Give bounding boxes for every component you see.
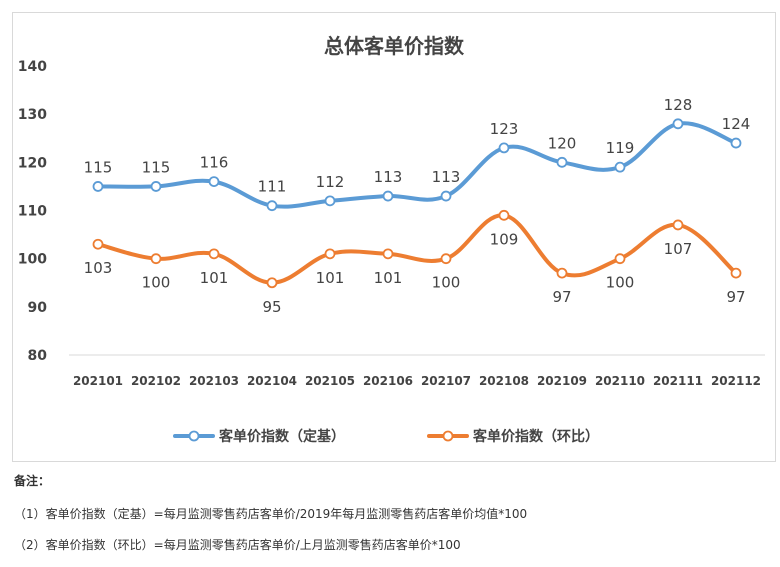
chart-frame: 总体客单价指数 80 90 100 110 120 130 140 202101 202102… <box>12 12 776 462</box>
x-tick-label: 202107 <box>421 374 471 388</box>
y-tick-label: 110 <box>18 204 47 220</box>
legend-entry-2: 客单价指数（环比） <box>427 428 599 445</box>
data-point <box>614 161 626 173</box>
data-label: 101 <box>374 269 403 287</box>
data-label: 103 <box>84 259 113 277</box>
data-point <box>440 190 452 202</box>
data-label: 95 <box>262 298 281 316</box>
data-label: 124 <box>722 115 751 133</box>
x-tick-label: 202101 <box>73 374 123 388</box>
note-line-1: （1）客单价指数（定基）=每月监测零售药店客单价/2019年每月监测零售药店客单… <box>14 507 528 521</box>
data-label: 119 <box>606 139 635 157</box>
x-tick-label: 202102 <box>131 374 181 388</box>
data-label: 123 <box>490 120 519 138</box>
series-line <box>96 213 738 285</box>
data-point <box>324 248 336 260</box>
x-tick-label: 202111 <box>653 374 703 388</box>
data-label: 112 <box>316 173 345 191</box>
data-label: 111 <box>258 178 287 196</box>
data-point <box>498 209 510 221</box>
data-label: 115 <box>142 158 171 176</box>
y-tick-label: 100 <box>18 252 47 268</box>
data-label: 100 <box>606 274 635 292</box>
data-point <box>92 238 104 250</box>
data-point <box>556 156 568 168</box>
legend-label: 客单价指数（定基） <box>218 428 345 445</box>
data-point <box>324 195 336 207</box>
data-label: 101 <box>316 269 345 287</box>
data-label: 109 <box>490 230 519 248</box>
x-tick-label: 202112 <box>711 374 761 388</box>
x-tick-label: 202105 <box>305 374 355 388</box>
legend-marker <box>442 430 454 442</box>
data-point <box>498 142 510 154</box>
series-1: 115 115 116 111 112 113 113 123 120 119 128 124 <box>84 96 751 212</box>
x-tick-label: 202106 <box>363 374 413 388</box>
data-point <box>382 248 394 260</box>
x-tick-label: 202103 <box>189 374 239 388</box>
data-point <box>266 277 278 289</box>
x-tick-label: 202104 <box>247 374 297 388</box>
data-point <box>672 219 684 231</box>
data-label: 113 <box>432 168 461 186</box>
series-2: 103 100 101 95 101 101 100 109 97 100 107 97 <box>84 209 746 316</box>
y-tick-label: 80 <box>28 348 48 364</box>
y-tick-label: 120 <box>18 155 47 171</box>
x-tick-label: 202108 <box>479 374 529 388</box>
x-axis: 202101 202102 202103 202104 202105 202106 2021… <box>69 354 765 388</box>
x-tick-label: 202110 <box>595 374 645 388</box>
data-label: 120 <box>548 134 577 152</box>
data-label: 113 <box>374 168 403 186</box>
note-line-2: （2）客单价指数（环比）=每月监测零售药店客单价/上月监测零售药店客单价*100 <box>14 538 461 552</box>
y-axis: 80 90 100 110 120 130 140 <box>18 59 47 364</box>
data-label: 107 <box>664 240 693 258</box>
data-point <box>150 253 162 265</box>
notes-title: 备注： <box>14 474 51 488</box>
y-tick-label: 90 <box>28 300 48 316</box>
legend: 客单价指数（定基） 客单价指数（环比） <box>173 428 599 445</box>
data-point <box>614 253 626 265</box>
data-point <box>208 176 220 188</box>
data-point <box>556 267 568 279</box>
notes: 备注： （1）客单价指数（定基）=每月监测零售药店客单价/2019年每月监测零售… <box>14 472 774 567</box>
y-tick-label: 140 <box>18 59 47 75</box>
data-label: 128 <box>664 96 693 114</box>
data-point <box>730 137 742 149</box>
data-label: 97 <box>726 288 745 306</box>
data-point <box>730 267 742 279</box>
data-label: 116 <box>200 154 229 172</box>
data-point <box>208 248 220 260</box>
legend-marker <box>188 430 200 442</box>
series-line <box>96 121 738 209</box>
data-point <box>382 190 394 202</box>
legend-entry-1: 客单价指数（定基） <box>173 428 345 445</box>
y-tick-label: 130 <box>18 107 47 123</box>
data-label: 101 <box>200 269 229 287</box>
data-point <box>92 181 104 192</box>
data-label: 115 <box>84 158 113 176</box>
chart-title: 总体客单价指数 <box>324 34 465 58</box>
data-label: 100 <box>432 274 461 292</box>
data-label: 97 <box>552 288 571 306</box>
x-tick-label: 202109 <box>537 374 587 388</box>
legend-label: 客单价指数（环比） <box>472 428 599 445</box>
data-point <box>440 253 452 265</box>
data-point <box>150 181 162 192</box>
line-chart: 总体客单价指数 80 90 100 110 120 130 140 202101 202102… <box>18 34 765 445</box>
data-point <box>266 200 278 212</box>
data-label: 100 <box>142 274 171 292</box>
data-point <box>672 118 684 130</box>
